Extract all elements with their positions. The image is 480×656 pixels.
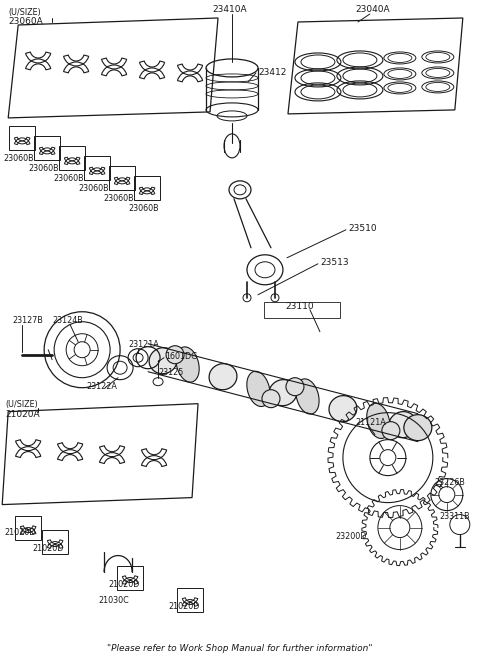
Text: 21020D: 21020D bbox=[4, 527, 36, 537]
Text: (U/SIZE): (U/SIZE) bbox=[5, 400, 38, 409]
Text: 23121A: 23121A bbox=[128, 340, 159, 349]
Ellipse shape bbox=[389, 411, 417, 438]
Ellipse shape bbox=[176, 347, 199, 382]
Text: 23122A: 23122A bbox=[86, 382, 117, 391]
Ellipse shape bbox=[247, 371, 270, 407]
Text: 23060B: 23060B bbox=[78, 184, 109, 193]
Text: 21020D: 21020D bbox=[108, 579, 140, 588]
Ellipse shape bbox=[166, 346, 184, 363]
Text: 23060B: 23060B bbox=[128, 204, 159, 213]
Text: 23110: 23110 bbox=[285, 302, 313, 311]
Text: 21020D: 21020D bbox=[32, 544, 63, 552]
Text: "Please refer to Work Shop Manual for further information": "Please refer to Work Shop Manual for fu… bbox=[107, 644, 373, 653]
Text: (U/SIZE): (U/SIZE) bbox=[8, 8, 41, 17]
Text: 23124B: 23124B bbox=[52, 316, 83, 325]
Text: 23060B: 23060B bbox=[28, 164, 59, 173]
Text: 23410A: 23410A bbox=[213, 5, 247, 14]
Text: 21020A: 21020A bbox=[5, 409, 40, 419]
Text: 23040A: 23040A bbox=[355, 5, 390, 14]
Bar bbox=[59, 146, 85, 170]
Text: 23060B: 23060B bbox=[103, 194, 134, 203]
Bar bbox=[177, 588, 203, 611]
Text: 23125: 23125 bbox=[158, 368, 183, 377]
Text: 1601DG: 1601DG bbox=[165, 352, 197, 361]
Ellipse shape bbox=[367, 403, 390, 438]
Ellipse shape bbox=[404, 415, 432, 441]
Text: 23200D: 23200D bbox=[335, 531, 366, 541]
Bar bbox=[15, 516, 41, 540]
Text: 21121A: 21121A bbox=[355, 418, 385, 426]
Ellipse shape bbox=[296, 379, 319, 414]
Bar bbox=[34, 136, 60, 160]
Bar bbox=[117, 565, 143, 590]
Text: 23226B: 23226B bbox=[435, 478, 466, 487]
Text: 23510: 23510 bbox=[348, 224, 376, 233]
Text: 23311B: 23311B bbox=[440, 512, 470, 521]
Text: 23060A: 23060A bbox=[8, 17, 43, 26]
Ellipse shape bbox=[286, 378, 304, 396]
Bar bbox=[9, 126, 35, 150]
Ellipse shape bbox=[382, 422, 400, 440]
Text: 23513: 23513 bbox=[320, 258, 348, 267]
Text: 21030C: 21030C bbox=[98, 596, 129, 605]
Text: 23060B: 23060B bbox=[3, 154, 34, 163]
Ellipse shape bbox=[329, 396, 357, 422]
Bar bbox=[109, 166, 135, 190]
Bar bbox=[84, 156, 110, 180]
Bar bbox=[42, 529, 68, 554]
Ellipse shape bbox=[269, 380, 297, 406]
Text: 23127B: 23127B bbox=[12, 316, 43, 325]
Text: 23060B: 23060B bbox=[53, 174, 84, 183]
Bar bbox=[134, 176, 160, 200]
Ellipse shape bbox=[262, 390, 280, 407]
Text: 23412: 23412 bbox=[258, 68, 287, 77]
Text: 21020D: 21020D bbox=[168, 602, 199, 611]
Ellipse shape bbox=[209, 363, 237, 390]
Ellipse shape bbox=[149, 348, 177, 374]
